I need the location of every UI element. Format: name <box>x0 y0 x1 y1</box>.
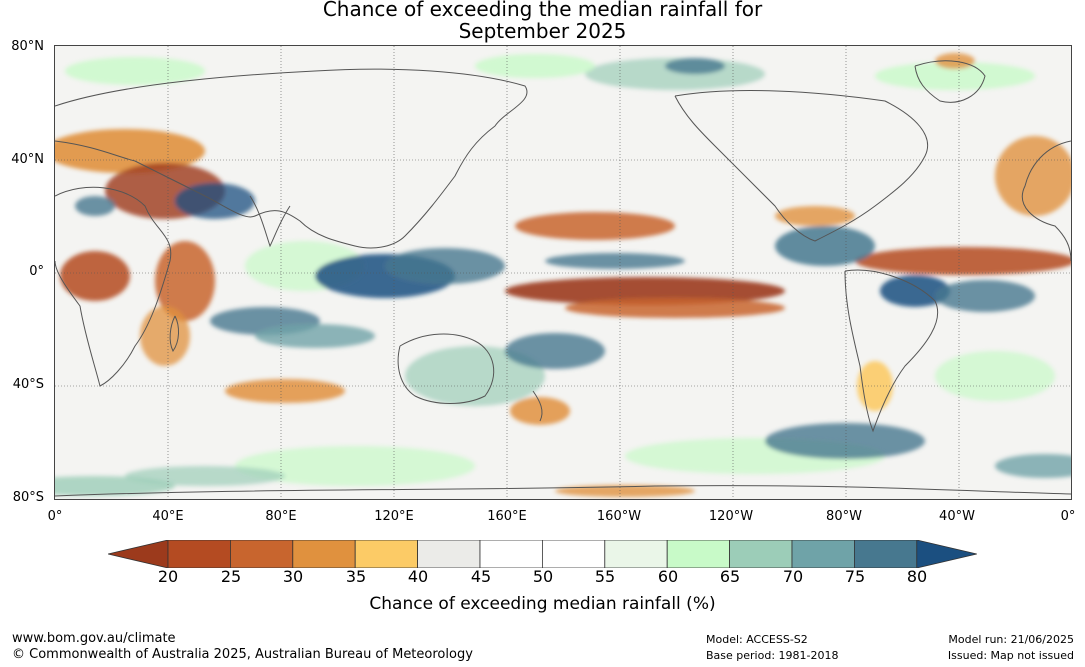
colorbar-tick-80: 80 <box>906 567 928 586</box>
colorbar-tick-70: 70 <box>782 567 804 586</box>
colorbar-segment <box>666 540 731 568</box>
coastlines <box>55 60 1071 497</box>
colorbar-segment <box>791 540 855 568</box>
map-title-line1: Chance of exceeding the median rainfall … <box>322 0 763 21</box>
lon-label-40w: 40°W <box>939 509 975 524</box>
lat-label-80s: 80°S <box>12 490 44 505</box>
lon-label-160w: 160°W <box>596 509 642 524</box>
colorbar-tick-75: 75 <box>844 567 866 586</box>
colorbar-segment <box>479 540 543 568</box>
footer-base-period: Base period: 1981-2018 <box>706 649 839 662</box>
colorbar-tick-30: 30 <box>282 567 304 586</box>
lon-label-160e: 160°E <box>487 509 527 524</box>
colorbar-tick-50: 50 <box>532 567 554 586</box>
colorbar-segment <box>604 540 668 568</box>
colorbar-tick-60: 60 <box>657 567 679 586</box>
graticule <box>55 46 1071 499</box>
colorbar-segment <box>354 540 418 568</box>
colorbar-tick-40: 40 <box>407 567 429 586</box>
colorbar-segment <box>854 540 918 568</box>
footer-issued: Issued: Map not issued <box>947 649 1074 662</box>
lat-label-40s: 40°S <box>12 377 44 392</box>
colorbar-segment <box>729 540 793 568</box>
footer-website: www.bom.gov.au/climate <box>12 631 176 646</box>
colorbar-segment <box>230 540 294 568</box>
lon-label-0-left: 0° <box>47 509 63 524</box>
lon-label-40e: 40°E <box>152 509 184 524</box>
colorbar <box>108 540 977 568</box>
colorbar-segment <box>292 540 356 568</box>
map-title-line2: September 2025 <box>458 19 627 43</box>
colorbar-arrow-high <box>916 540 977 568</box>
colorbar-segment <box>167 540 231 568</box>
footer-model: Model: ACCESS-S2 <box>706 633 808 646</box>
lat-label-0: 0° <box>29 264 44 279</box>
colorbar-arrow-low <box>108 540 169 568</box>
lat-label-80n: 80°N <box>11 39 44 54</box>
forecast-map <box>54 45 1072 500</box>
lon-label-80e: 80°E <box>265 509 297 524</box>
lat-label-40n: 40°N <box>11 152 44 167</box>
colorbar-tick-35: 35 <box>345 567 367 586</box>
colorbar-tick-25: 25 <box>220 567 242 586</box>
colorbar-segment <box>417 540 481 568</box>
lon-label-120w: 120°W <box>708 509 754 524</box>
colorbar-label: Chance of exceeding median rainfall (%) <box>369 594 716 614</box>
lon-label-120e: 120°E <box>374 509 414 524</box>
footer-model-run: Model run: 21/06/2025 <box>948 633 1074 646</box>
colorbar-tick-45: 45 <box>470 567 492 586</box>
probability-patches <box>55 53 1071 497</box>
colorbar-tick-20: 20 <box>157 567 179 586</box>
colorbar-segment <box>541 540 606 568</box>
colorbar-tick-65: 65 <box>719 567 741 586</box>
lon-label-80w: 80°W <box>826 509 862 524</box>
lon-label-0-right: 0° <box>1060 509 1076 524</box>
colorbar-segments <box>108 540 977 568</box>
footer-copyright: © Commonwealth of Australia 2025, Austra… <box>12 647 473 662</box>
colorbar-tick-55: 55 <box>594 567 616 586</box>
rainfall-probability-map <box>55 46 1071 499</box>
